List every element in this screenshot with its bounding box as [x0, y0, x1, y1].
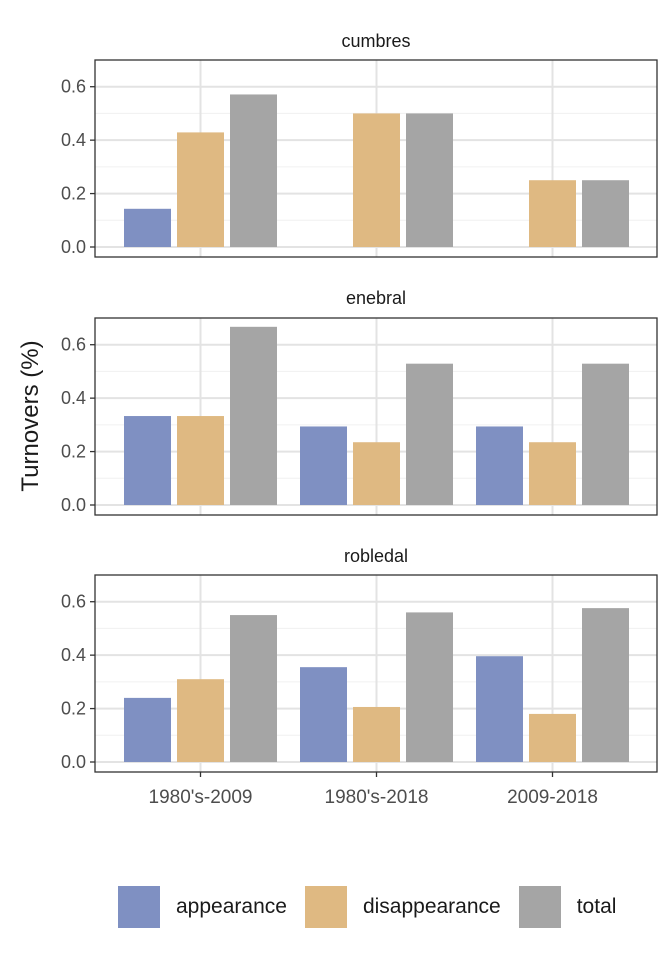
legend-label-disappearance: disappearance: [362, 895, 501, 918]
bar-cumbres-disappearance-2: [529, 180, 576, 247]
y-tick-label: 0.6: [61, 335, 86, 355]
y-tick-label: 0.0: [61, 237, 86, 257]
legend: appearance disappearance total: [118, 884, 616, 930]
bar-robledal-disappearance-1: [353, 706, 400, 762]
bar-cumbres-disappearance-1: [353, 113, 400, 247]
x-tick-label: 1980's-2009: [149, 787, 253, 808]
x-tick-label: 1980's-2018: [325, 787, 429, 808]
bar-robledal-appearance-2: [476, 656, 523, 762]
legend-key-disappearance: [304, 886, 347, 928]
bar-enebral-appearance-2: [476, 426, 523, 505]
legend-item-total: total: [518, 886, 617, 928]
legend-label-appearance: appearance: [176, 895, 287, 918]
bar-cumbres-total-0: [230, 94, 277, 247]
bar-robledal-disappearance-2: [529, 713, 576, 762]
bar-enebral-disappearance-1: [353, 442, 400, 505]
facet-title-cumbres: cumbres: [341, 31, 410, 51]
legend-item-disappearance: disappearance: [304, 886, 501, 928]
legend-key-total: [518, 886, 561, 928]
y-tick-label: 0.4: [61, 645, 86, 665]
bar-robledal-appearance-1: [300, 667, 347, 762]
bar-robledal-total-1: [406, 612, 453, 762]
y-tick-label: 0.4: [61, 130, 86, 150]
bar-robledal-total-0: [230, 615, 277, 762]
chart-canvas: cumbres 0.0 0.2 0.4 0.6 enebral 0.0 0.2 0.4 0.6 ro…: [17, 31, 658, 808]
bar-robledal-appearance-0: [124, 697, 171, 762]
panel-border: [94, 317, 658, 516]
y-tick-label: 0.6: [61, 592, 86, 612]
bar-enebral-total-0: [230, 326, 277, 505]
bar-robledal-total-2: [582, 608, 629, 762]
bar-enebral-disappearance-2: [529, 442, 576, 505]
y-tick-label: 0.6: [61, 77, 86, 97]
bar-cumbres-appearance-0: [124, 208, 171, 247]
x-tick-label: 2009-2018: [507, 787, 598, 808]
legend-item-appearance: appearance: [118, 886, 287, 928]
y-tick-label: 0.2: [61, 184, 86, 204]
facet-title-robledal: robledal: [344, 546, 408, 566]
legend-label-total: total: [576, 895, 617, 918]
panel-border: [94, 59, 658, 258]
bar-enebral-appearance-0: [124, 416, 171, 505]
bar-enebral-disappearance-0: [177, 416, 224, 505]
bar-robledal-disappearance-0: [177, 679, 224, 762]
y-tick-label: 0.0: [61, 752, 86, 772]
y-tick-label: 0.2: [61, 442, 86, 462]
bar-cumbres-disappearance-0: [177, 132, 224, 247]
y-tick-label: 0.0: [61, 495, 86, 515]
y-tick-label: 0.2: [61, 699, 86, 719]
y-axis-title: Turnovers (%): [17, 340, 44, 491]
facet-title-enebral: enebral: [346, 288, 406, 308]
bar-enebral-total-2: [582, 363, 629, 505]
bar-cumbres-total-2: [582, 180, 629, 247]
bar-cumbres-total-1: [406, 113, 453, 247]
y-tick-label: 0.4: [61, 388, 86, 408]
bar-enebral-total-1: [406, 363, 453, 505]
legend-key-appearance: [118, 886, 160, 928]
bar-enebral-appearance-1: [300, 426, 347, 505]
